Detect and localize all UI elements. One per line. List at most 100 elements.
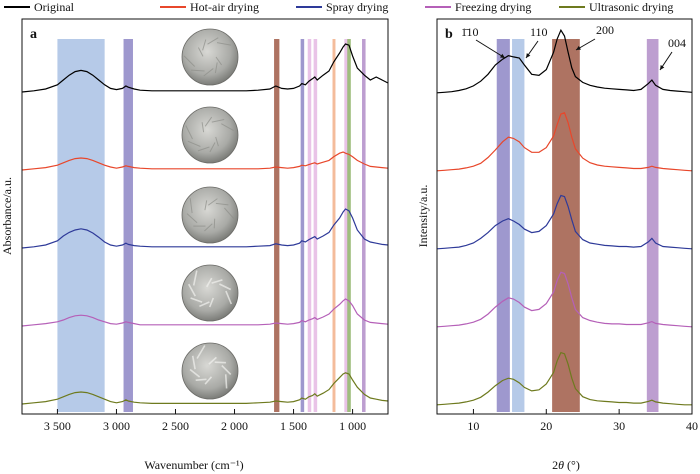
inset-texture [195,378,207,381]
inset-texture [199,301,210,308]
legend-label: Ultrasonic drying [589,0,673,14]
inset-texture [208,198,218,206]
x-tick-label: 1 000 [339,419,366,433]
highlight-band [344,39,348,412]
series-line-freezing [21,298,389,327]
inset-texture [188,283,196,297]
inset-texture [204,116,213,127]
inset-texture [192,270,198,286]
inset-texture [214,62,218,74]
peak-label: 200 [596,23,614,37]
peak-arrowhead [576,45,581,50]
series-line-original [21,43,389,93]
sample-image-original [181,28,239,86]
series-line-freezing [436,271,693,328]
legend-label: Spray drying [326,0,388,14]
series-line-original [436,28,693,94]
highlight-band [646,39,659,412]
panel-a-series-lines [21,43,389,405]
x-tick-label: 3 000 [103,419,130,433]
panel-a-y-axis-label: Absorbance/a.u. [0,177,14,255]
inset-texture [215,56,223,66]
series-line-spray [21,208,389,249]
peak-annotation: 004 [659,36,686,71]
highlight-band [123,39,133,412]
inset-texture [224,374,228,389]
inset-disc [181,28,239,86]
inset-texture [185,125,193,140]
panel-a-label: a [30,27,37,42]
legend: Original Hot-air drying Spray drying Freezi… [4,0,673,14]
inset-texture [190,297,203,303]
inset-texture [224,207,235,219]
peak-label: 110 [530,25,548,39]
inset-texture [215,136,219,147]
series-line-ultrasonic [21,372,389,405]
inset-texture [196,345,206,359]
legend-label: Hot-air drying [190,0,259,14]
x-tick-label: 1 500 [280,419,307,433]
highlight-band [57,39,105,412]
legend-item-freezing: Freezing drying [425,0,531,14]
panel-a-x-ticks: 3 500 3 000 2 500 2 000 1 500 1 000 [44,409,366,433]
inset-texture [221,364,232,375]
peak-arrowhead [500,53,505,58]
sample-image-hot-air [181,106,239,164]
panel-b-x-axis-label: 2θ (°) [552,458,580,472]
inset-texture [208,356,217,365]
inset-texture [186,213,198,224]
legend-label: Original [34,0,75,14]
x-tick-label: 30 [613,419,625,433]
inset-texture [197,146,210,152]
inset-texture [208,297,215,308]
inset-texture [203,68,214,77]
highlight-band [313,39,318,412]
panel-a: 3 500 3 000 2 500 2 000 1 500 1 000 a Absorba… [0,18,389,472]
highlight-band [274,39,280,412]
inset-texture [209,142,216,153]
inset-texture [191,355,196,370]
legend-item-spray: Spray drying [296,0,388,14]
inset-texture [189,368,201,378]
inset-texture [221,123,234,132]
x-tick-label: 2 500 [162,419,189,433]
legend-item-hot_air: Hot-air drying [160,0,259,14]
highlight-band [512,39,525,412]
inset-texture [204,376,213,385]
inset-disc [181,264,239,322]
panel-a-sample-insets [181,28,239,400]
highlight-band [362,39,366,412]
series-line-hot_air [436,112,693,172]
inset-texture [211,119,225,123]
inset-texture [225,290,233,305]
peak-arrowhead [660,65,665,70]
peak-label: 004 [668,36,686,50]
peak-annotation: 110 [525,25,548,59]
x-tick-label: 40 [686,419,698,433]
degree-unit: (°) [564,458,580,472]
highlight-band [552,39,580,412]
highlight-band [300,39,305,412]
highlight-band [347,39,351,412]
inset-texture [214,361,226,364]
inset-texture [183,55,196,67]
inset-texture [213,218,216,229]
peak-arrow [475,39,506,59]
highlight-band [496,39,510,412]
peak-annotation: 200 [575,23,614,51]
panel-a-frame [21,18,389,415]
panel-b-y-axis-label: Intensity/a.u. [416,185,430,248]
peak-label: 1̄10 [461,25,479,39]
inset-texture [197,47,204,57]
inset-texture [191,69,205,72]
panel-b-highlight-bands [496,39,659,412]
legend-item-original: Original [4,0,75,14]
inset-texture [189,198,193,214]
theta-symbol: θ [558,458,564,472]
peak-arrowhead [526,53,531,58]
panel-b-peak-annotations: 1̄10 110 200 004 [461,23,686,71]
panel-b-label: b [445,27,453,42]
panel-a-x-axis-label: Wavenumber (cm⁻¹) [144,458,243,472]
inset-disc [181,186,239,244]
